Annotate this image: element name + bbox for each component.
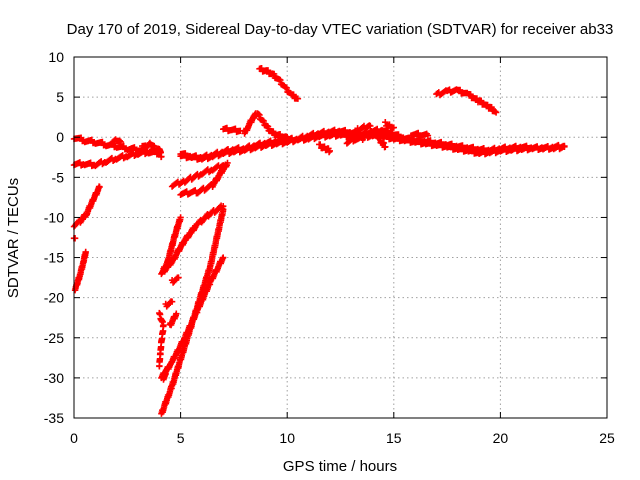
x-tick-label: 10 <box>279 430 295 446</box>
chart-title: Day 170 of 2019, Sidereal Day-to-day VTE… <box>67 21 614 38</box>
data-series-16 <box>168 162 227 190</box>
data-series-24 <box>373 128 389 151</box>
data-series-10 <box>160 214 184 273</box>
data-series-30 <box>139 139 159 152</box>
y-tick-label: 5 <box>56 89 64 105</box>
data-series-12 <box>168 274 182 286</box>
y-tick-label: -15 <box>44 250 64 266</box>
data-series-23 <box>316 141 333 156</box>
data-series-20 <box>220 124 244 136</box>
x-tick-label: 0 <box>70 430 78 446</box>
data-series-5 <box>71 248 89 294</box>
y-tick-label: 0 <box>56 129 64 145</box>
y-tick-label: -30 <box>44 370 64 386</box>
y-tick-label: -10 <box>44 209 64 225</box>
y-tick-label: -25 <box>44 330 64 346</box>
data-series-28 <box>343 133 368 147</box>
y-axis-label: SDTVAR / TECUs <box>5 178 22 298</box>
x-axis-label: GPS time / hours <box>283 458 397 475</box>
data-series-19 <box>241 110 291 141</box>
data-points <box>70 65 568 417</box>
axis-ticks: 0 5 10 15 20 25 -35 -30 -25 -20 -15 -10 -5 0 5 10 <box>44 49 615 446</box>
data-series-29 <box>109 136 125 146</box>
grid <box>74 57 607 418</box>
data-series-11 <box>166 310 180 329</box>
y-tick-label: -5 <box>52 169 65 185</box>
x-tick-label: 20 <box>493 430 509 446</box>
y-tick-label: 10 <box>48 49 64 65</box>
data-series-27 <box>407 129 432 140</box>
x-tick-label: 25 <box>599 430 615 446</box>
data-series-3 <box>70 183 103 230</box>
data-series-4 <box>70 235 79 242</box>
data-series-14 <box>160 370 169 383</box>
plot-frame <box>73 56 608 419</box>
x-tick-label: 15 <box>386 430 402 446</box>
y-tick-label: -35 <box>44 410 64 426</box>
data-series-13 <box>162 298 176 310</box>
y-tick-label: -20 <box>44 290 64 306</box>
data-series-25 <box>382 119 397 132</box>
data-series-8 <box>158 206 227 417</box>
data-series-21 <box>256 65 302 102</box>
data-series-26 <box>354 122 374 135</box>
x-tick-label: 5 <box>177 430 185 446</box>
data-series-9 <box>156 309 167 370</box>
data-series-22 <box>433 86 500 116</box>
